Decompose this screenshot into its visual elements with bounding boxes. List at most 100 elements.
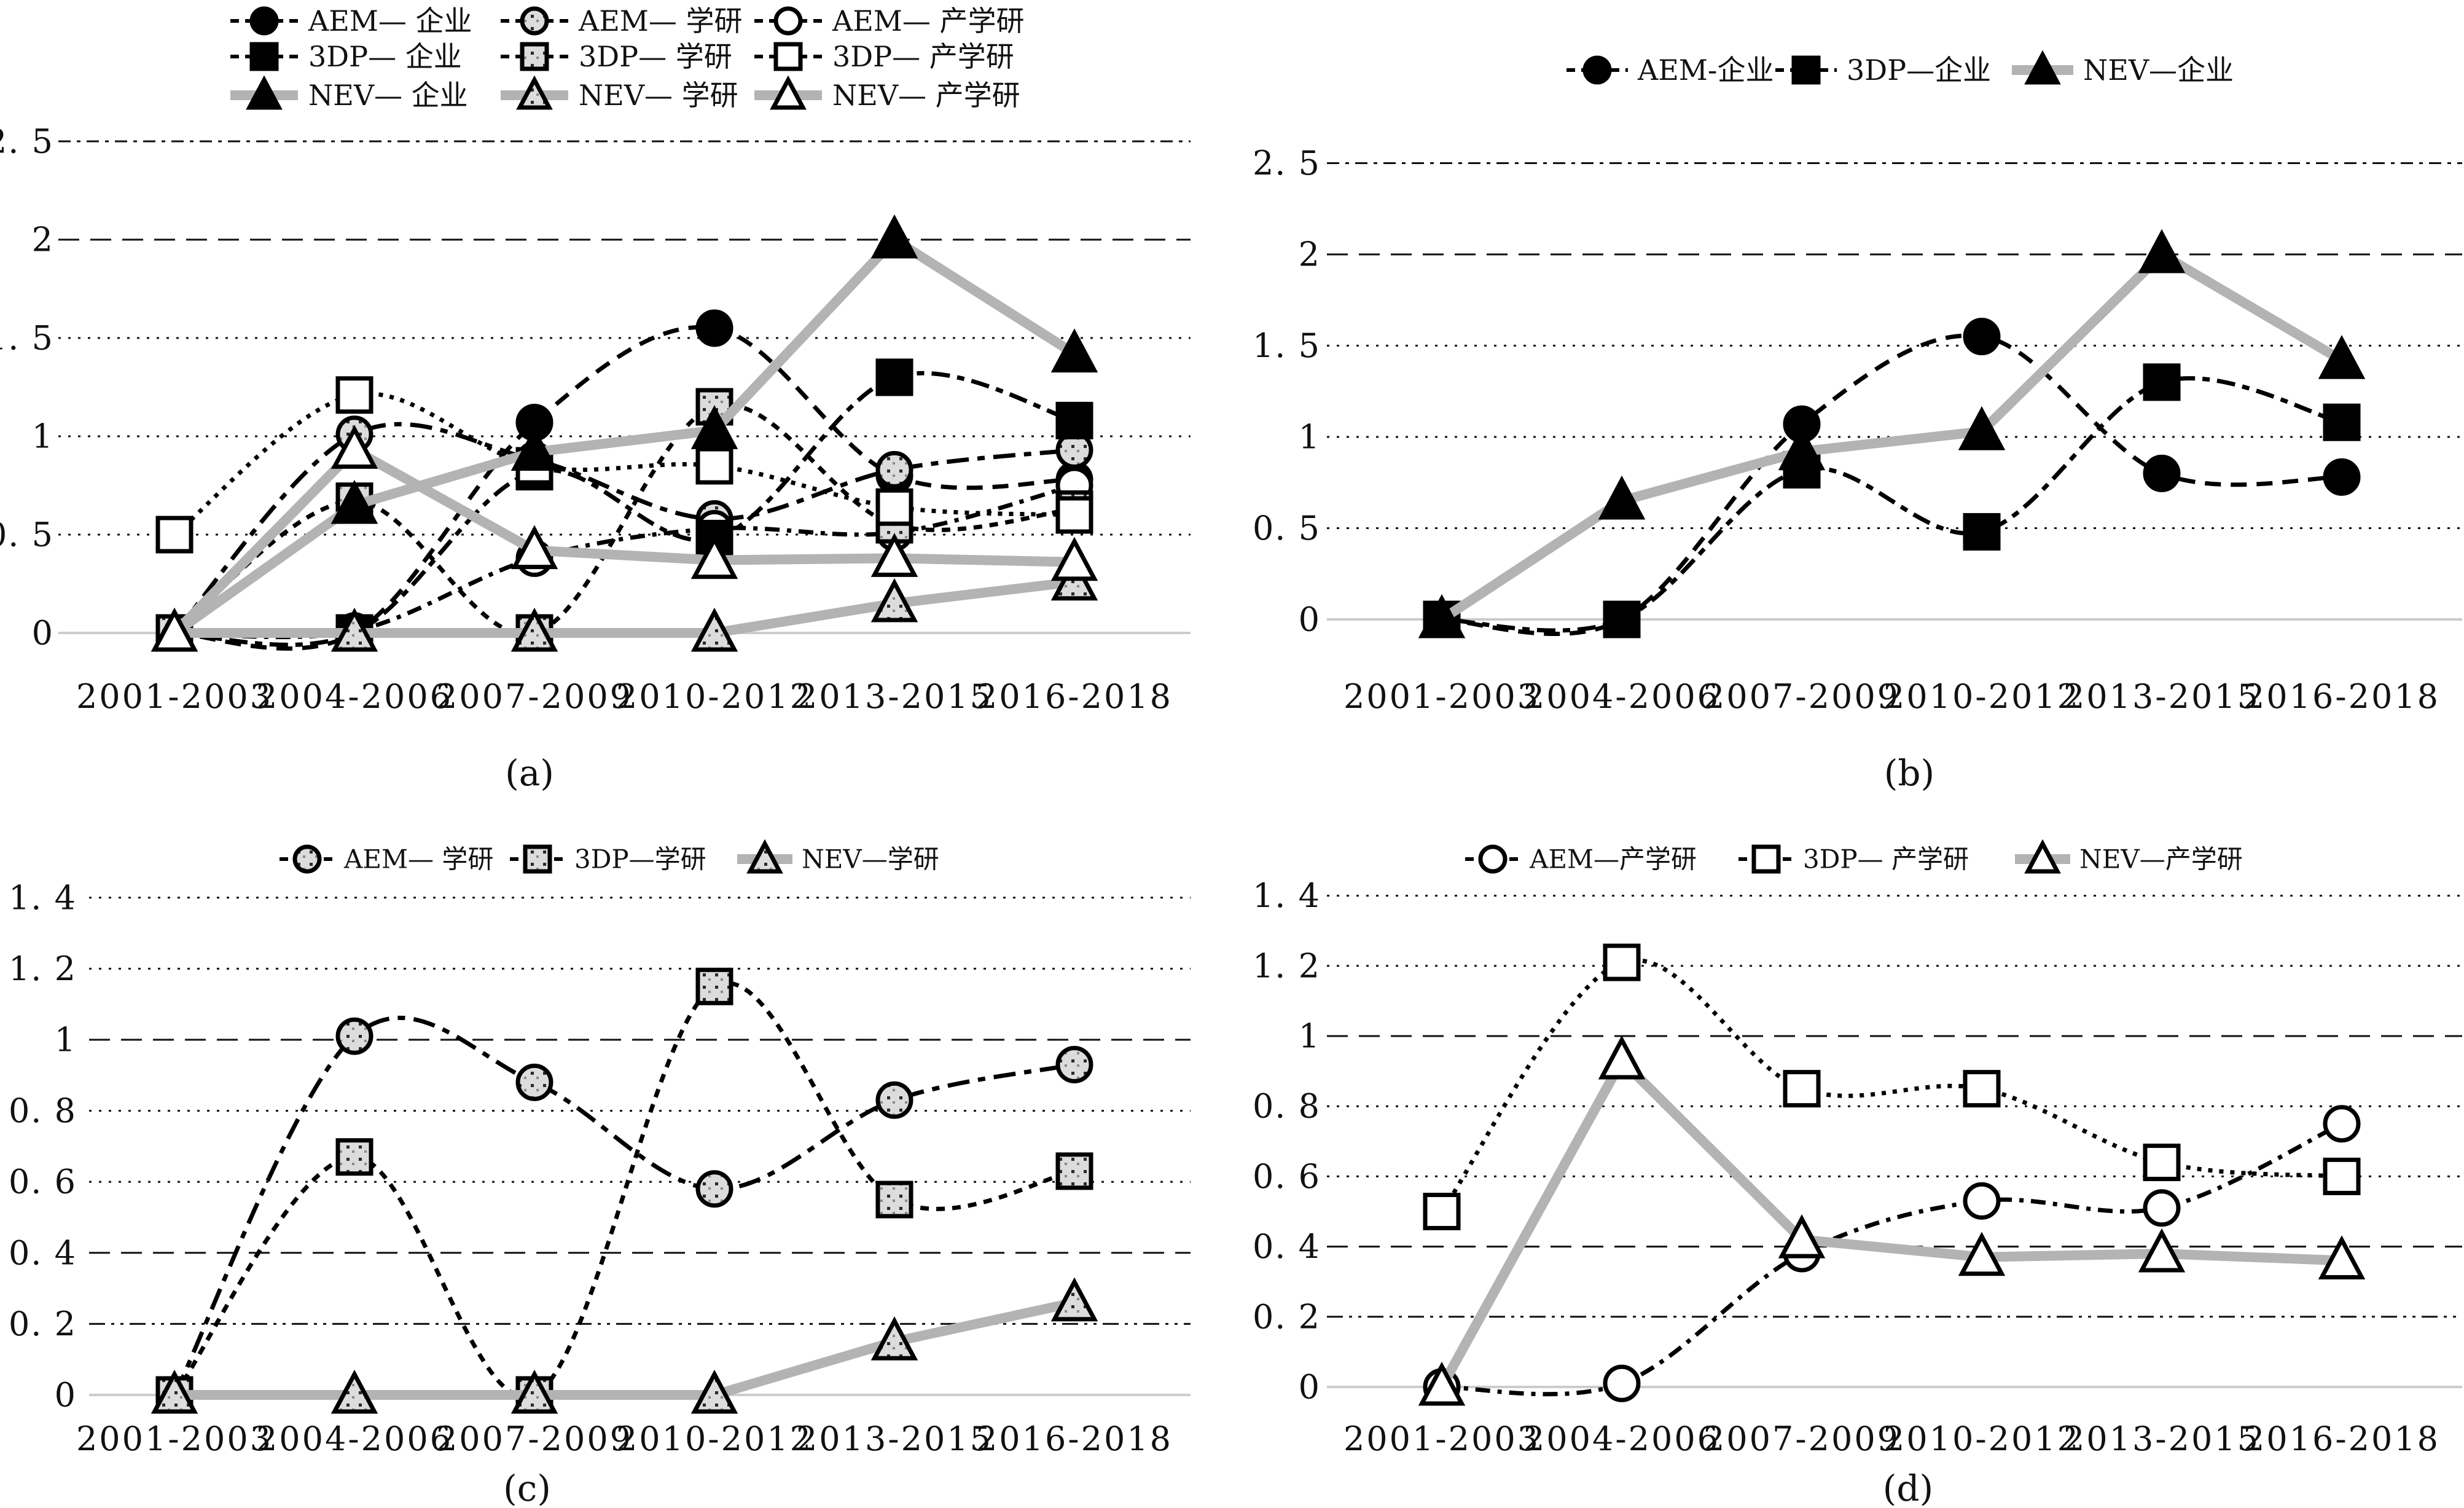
y-tick-label-a: 1 (32, 417, 54, 456)
y-tick-label-d: 0. 8 (1253, 1087, 1321, 1126)
nev_cxy-marker-triangle (2318, 1235, 2366, 1279)
nev_cxy-marker-triangle (330, 425, 378, 469)
nev_xy-line (174, 576, 1075, 638)
y-tick-label-d: 0 (1299, 1368, 1321, 1407)
aem_xy-marker-circle (335, 1017, 374, 1055)
aem_xy-marker-circle (1055, 1045, 1093, 1083)
nev_cxy-line (1437, 1052, 2342, 1389)
nev_cxy-line (171, 444, 1075, 637)
legend-item: 3DP— 学研 (501, 40, 732, 73)
legend-item: NEV—企业 (2012, 50, 2234, 87)
legend-item: AEM— 学研 (280, 844, 493, 874)
nev_cxy-marker-triangle (1598, 1035, 1646, 1080)
nev_cxy-marker-triangle (870, 533, 918, 577)
legend-label: NEV— 学研 (579, 79, 738, 112)
dp_xy-marker-square (335, 1138, 374, 1176)
y-tick-label-b: 2. 5 (1253, 144, 1321, 183)
y-tick-label-d: 0. 6 (1253, 1157, 1321, 1196)
y-tick-label-a: 1. 5 (0, 319, 54, 358)
y-tick-label-c: 1 (55, 1021, 77, 1059)
legend-label: NEV— 产学研 (832, 79, 1020, 112)
y-tick-label-c: 0. 6 (9, 1163, 77, 1201)
aem_xy-marker-circle (875, 1081, 913, 1119)
nev_qy-marker-triangle (690, 405, 738, 449)
dp_qy-marker-square (2143, 363, 2181, 401)
panel-caption-a: (a) (505, 752, 554, 794)
x-tick-label: 2004-2006 (1523, 1420, 1720, 1458)
legend-item: 3DP— 产学研 (754, 40, 1014, 73)
dp_xy-marker-square (695, 967, 733, 1005)
panel-b: 0 0. 5 1 1. 5 2 2. 5 2001-20032004-20062007-20… (1253, 50, 2462, 794)
nev_qy-marker-triangle (1778, 426, 1826, 471)
dp_qy-legend-marker (249, 42, 279, 71)
aem_cxy-legend-marker (1478, 844, 1508, 874)
aem_xy-marker-circle (515, 1063, 553, 1101)
nev_xy-marker-triangle (870, 578, 918, 622)
nev_xy-legend-marker (746, 839, 783, 874)
legend-item: AEM—产学研 (1465, 844, 1697, 874)
aem_cxy-legend-marker (773, 6, 803, 36)
nev_qy-marker-triangle (2318, 335, 2366, 379)
nev_qy-marker-triangle (2138, 229, 2186, 273)
aem_qy-marker-circle (695, 309, 733, 347)
legend-item: NEV—学研 (737, 839, 939, 874)
legend-item: NEV—产学研 (2015, 839, 2243, 874)
y-tick-label-c: 0 (55, 1376, 77, 1415)
nev_xy-marker-triangle (151, 1369, 198, 1414)
nev_cxy-legend-marker (2024, 839, 2061, 874)
x-tick-label: 2007-2009 (1703, 677, 1900, 716)
aem_qy-marker-circle (1963, 318, 2001, 356)
x-tick-label: 2016-2018 (2243, 677, 2440, 716)
x-tick-label: 2010-2012 (616, 677, 813, 716)
y-tick-label-b: 0 (1299, 600, 1321, 639)
legend-label: 3DP— 学研 (579, 40, 732, 73)
aem_xy-marker-circle (695, 1170, 733, 1208)
legend-item: AEM— 学研 (501, 4, 743, 37)
aem_xy-legend-marker (520, 6, 549, 36)
dp_cxy-marker-square (1423, 1193, 1461, 1230)
nev_qy-marker-triangle (1418, 594, 1466, 638)
aem_qy-line (1441, 333, 2342, 637)
x-tick-label: 2013-2015 (796, 677, 993, 716)
x-tick-label: 2010-2012 (1883, 1420, 2080, 1458)
legend-item: NEV— 企业 (230, 75, 468, 112)
y-tick-label-d: 1. 4 (1253, 876, 1321, 915)
dp_cxy-line (173, 391, 1075, 536)
y-tick-label-c: 0. 4 (9, 1233, 77, 1272)
dp_xy-legend-marker (520, 42, 549, 71)
x-tick-label: 2007-2009 (436, 1420, 633, 1458)
panel-d: 0 0. 2 0. 4 0. 6 0. 8 1 1. 2 1. 4 2001-20032004-… (1253, 839, 2462, 1508)
y-tick-label-d: 1. 2 (1253, 946, 1321, 985)
dp_xy-marker-square (875, 1180, 913, 1219)
aem_qy-legend-marker (249, 6, 279, 36)
dp_cxy-marker-square (1055, 496, 1093, 534)
nev_qy-marker-triangle (330, 479, 378, 524)
aem_qy-marker-circle (2323, 458, 2361, 496)
legend-label: 3DP—学研 (574, 844, 706, 874)
nev_qy-marker-triangle (1598, 475, 1646, 520)
dp_xy-marker-square (1055, 1152, 1093, 1190)
nev_cxy-marker-triangle (510, 525, 558, 570)
panel-a: 0 0. 5 1 1. 5 2 2. 5 2001-20032004-20062007-20… (0, 4, 1191, 794)
nev_xy-marker-triangle (1050, 1277, 1098, 1322)
dp_qy-legend-marker (1791, 55, 1821, 85)
dp_cxy-marker-square (2143, 1144, 2181, 1182)
legend-label: NEV—学研 (802, 844, 939, 874)
aem_cxy-marker-circle (1963, 1182, 2001, 1220)
nev_cxy-legend-marker (770, 75, 807, 110)
y-tick-label-c: 0. 2 (9, 1305, 77, 1343)
y-tick-label-a: 2. 5 (0, 122, 54, 161)
legend-label: 3DP— 产学研 (832, 40, 1014, 73)
legend-label: NEV— 企业 (308, 79, 468, 112)
dp_cxy-marker-square (875, 488, 913, 526)
nev_xy-marker-triangle (330, 1369, 378, 1414)
y-tick-label-a: 2 (32, 221, 54, 259)
dp_qy-marker-square (1603, 600, 1641, 638)
y-tick-label-c: 1. 4 (9, 878, 77, 917)
nev_cxy-marker-triangle (2138, 1228, 2186, 1273)
y-tick-label-a: 0 (32, 614, 54, 653)
nev_xy-marker-triangle (330, 607, 378, 652)
x-tick-label: 2016-2018 (976, 1420, 1173, 1458)
y-tick-label-b: 1. 5 (1253, 326, 1321, 365)
